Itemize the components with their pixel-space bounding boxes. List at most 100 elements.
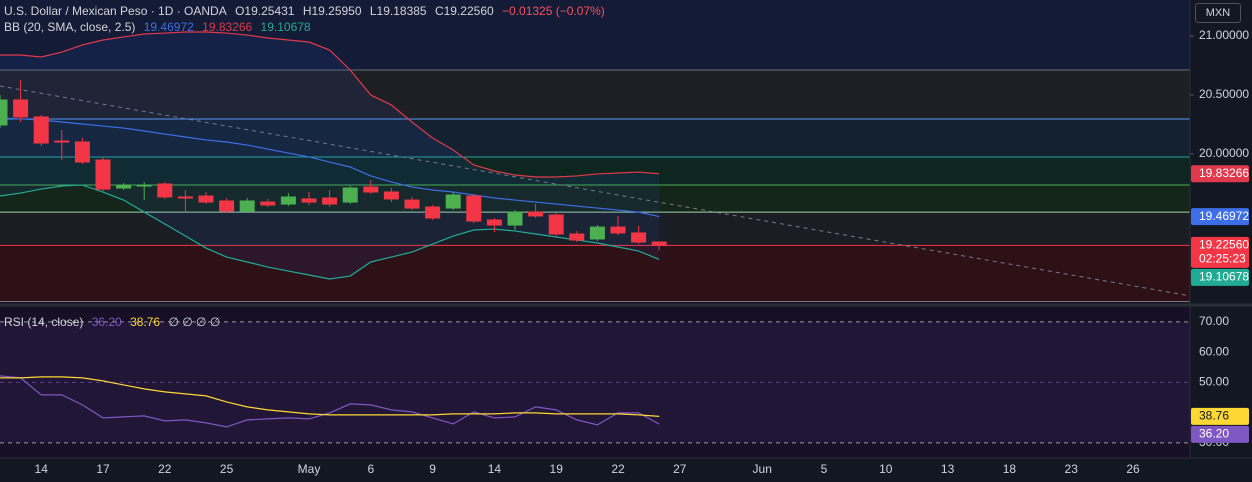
y-tick-label: 60.00 — [1199, 344, 1229, 358]
x-tick-label: 19 — [550, 462, 564, 476]
x-tick-label: 23 — [1065, 462, 1079, 476]
x-tick-label: 5 — [821, 462, 828, 476]
candle-body — [589, 226, 605, 240]
x-tick-label: 14 — [488, 462, 502, 476]
rsi-inputs: ∅ ∅ ∅ ∅ — [168, 315, 221, 329]
indicator-title: BB (20, SMA, close, 2.5) — [4, 20, 136, 34]
candle-body — [74, 141, 90, 163]
bollinger-line — [0, 31, 660, 178]
price-badge — [1191, 165, 1249, 183]
countdown: 02:25:23 — [1199, 252, 1246, 266]
candle-body — [198, 195, 214, 203]
rsi-ma-value: 38.76 — [130, 315, 161, 329]
candle-body — [610, 226, 626, 234]
zone — [0, 156, 1190, 186]
currency-button[interactable]: MXN — [1195, 3, 1241, 23]
price-badge — [1191, 425, 1249, 443]
y-tick-label: 50.00 — [1199, 375, 1229, 389]
candle-body — [383, 191, 399, 200]
candle-body — [33, 116, 49, 144]
rsi-title: RSI (14, close) — [4, 315, 84, 329]
candle-body — [466, 195, 482, 222]
x-tick-label: 18 — [1003, 462, 1017, 476]
candle-body — [54, 140, 70, 143]
symbol-header: U.S. Dollar / Mexican Peso · 1D · OANDA … — [4, 3, 610, 19]
x-tick-label: 22 — [611, 462, 625, 476]
candle-body — [631, 232, 647, 243]
x-tick-label: 10 — [879, 462, 893, 476]
lower-value: 19.10678 — [260, 20, 311, 34]
candle-body — [301, 198, 317, 203]
candle-body — [177, 196, 193, 199]
x-tick-label: 22 — [158, 462, 172, 476]
price-pane — [0, 0, 1190, 302]
price-badge — [1191, 236, 1249, 268]
x-tick-label: 14 — [35, 462, 49, 476]
y-tick-label: 20.00000 — [1199, 146, 1249, 160]
x-tick-label: 13 — [941, 462, 955, 476]
x-tick-label: 9 — [429, 462, 436, 476]
price-badge-label: 19.83266 — [1199, 166, 1249, 180]
candle-body — [363, 186, 379, 193]
candle-body — [239, 200, 255, 212]
rsi-background — [0, 308, 1190, 458]
price-badge-label: 19.46972 — [1199, 209, 1249, 223]
trendline — [0, 85, 1190, 297]
price-badge — [1191, 208, 1249, 226]
rsi-line — [0, 375, 660, 428]
candle-body — [116, 184, 132, 189]
candle-body — [260, 201, 276, 206]
candle-body — [404, 199, 420, 209]
x-tick-label: 27 — [673, 462, 687, 476]
candle-body — [342, 187, 358, 203]
price-badge — [1191, 407, 1249, 425]
candle-body — [569, 233, 585, 241]
rsi-value: 36.20 — [91, 315, 122, 329]
candle-body — [548, 214, 564, 235]
x-tick-label: Jun — [753, 462, 772, 476]
price-badge-label: 19.10678 — [1199, 270, 1249, 284]
bollinger-line — [0, 117, 660, 218]
candle-body — [0, 99, 8, 126]
ohlc-close: C19.22560 — [434, 4, 494, 18]
ohlc-open: O19.25431 — [235, 4, 295, 18]
x-tick-label: May — [298, 462, 321, 476]
price-badge-label: 36.20 — [1199, 427, 1229, 441]
rsi-line — [0, 376, 660, 417]
rsi-pane — [0, 308, 1190, 458]
candle-body — [13, 99, 29, 118]
price-badge-label: 19.22560 — [1199, 238, 1249, 252]
zone — [0, 0, 1190, 70]
candle-body — [157, 183, 173, 198]
zone — [0, 245, 1190, 302]
candle-body — [507, 211, 523, 226]
zone — [0, 118, 1190, 157]
price-badge — [1191, 268, 1249, 286]
upper-value: 19.83266 — [202, 20, 253, 34]
ohlc-low: L19.18385 — [369, 4, 427, 18]
price-badge-label: 38.76 — [1199, 409, 1229, 423]
candle-body — [95, 159, 111, 190]
candle-body — [322, 197, 338, 205]
symbol-title: U.S. Dollar / Mexican Peso · 1D · OANDA — [4, 4, 227, 18]
x-tick-label: 17 — [96, 462, 110, 476]
y-tick-label: 21.00000 — [1199, 28, 1249, 42]
candle-body — [445, 194, 461, 209]
candle-body — [486, 219, 502, 226]
y-tick-label: 20.50000 — [1199, 87, 1249, 101]
candle-body — [425, 206, 441, 219]
y-tick-label: 70.00 — [1199, 314, 1229, 328]
band-fill — [0, 31, 660, 279]
candle-body — [528, 211, 544, 217]
candle-body — [651, 241, 667, 246]
bollinger-line — [0, 184, 660, 280]
basis-value: 19.46972 — [143, 20, 194, 34]
ohlc-high: H19.25950 — [302, 4, 362, 18]
x-tick-label: 6 — [367, 462, 374, 476]
candle-body — [136, 184, 152, 187]
x-tick-label: 26 — [1126, 462, 1140, 476]
change: −0.01325 (−0.07%) — [502, 4, 605, 18]
candle-body — [219, 200, 235, 212]
